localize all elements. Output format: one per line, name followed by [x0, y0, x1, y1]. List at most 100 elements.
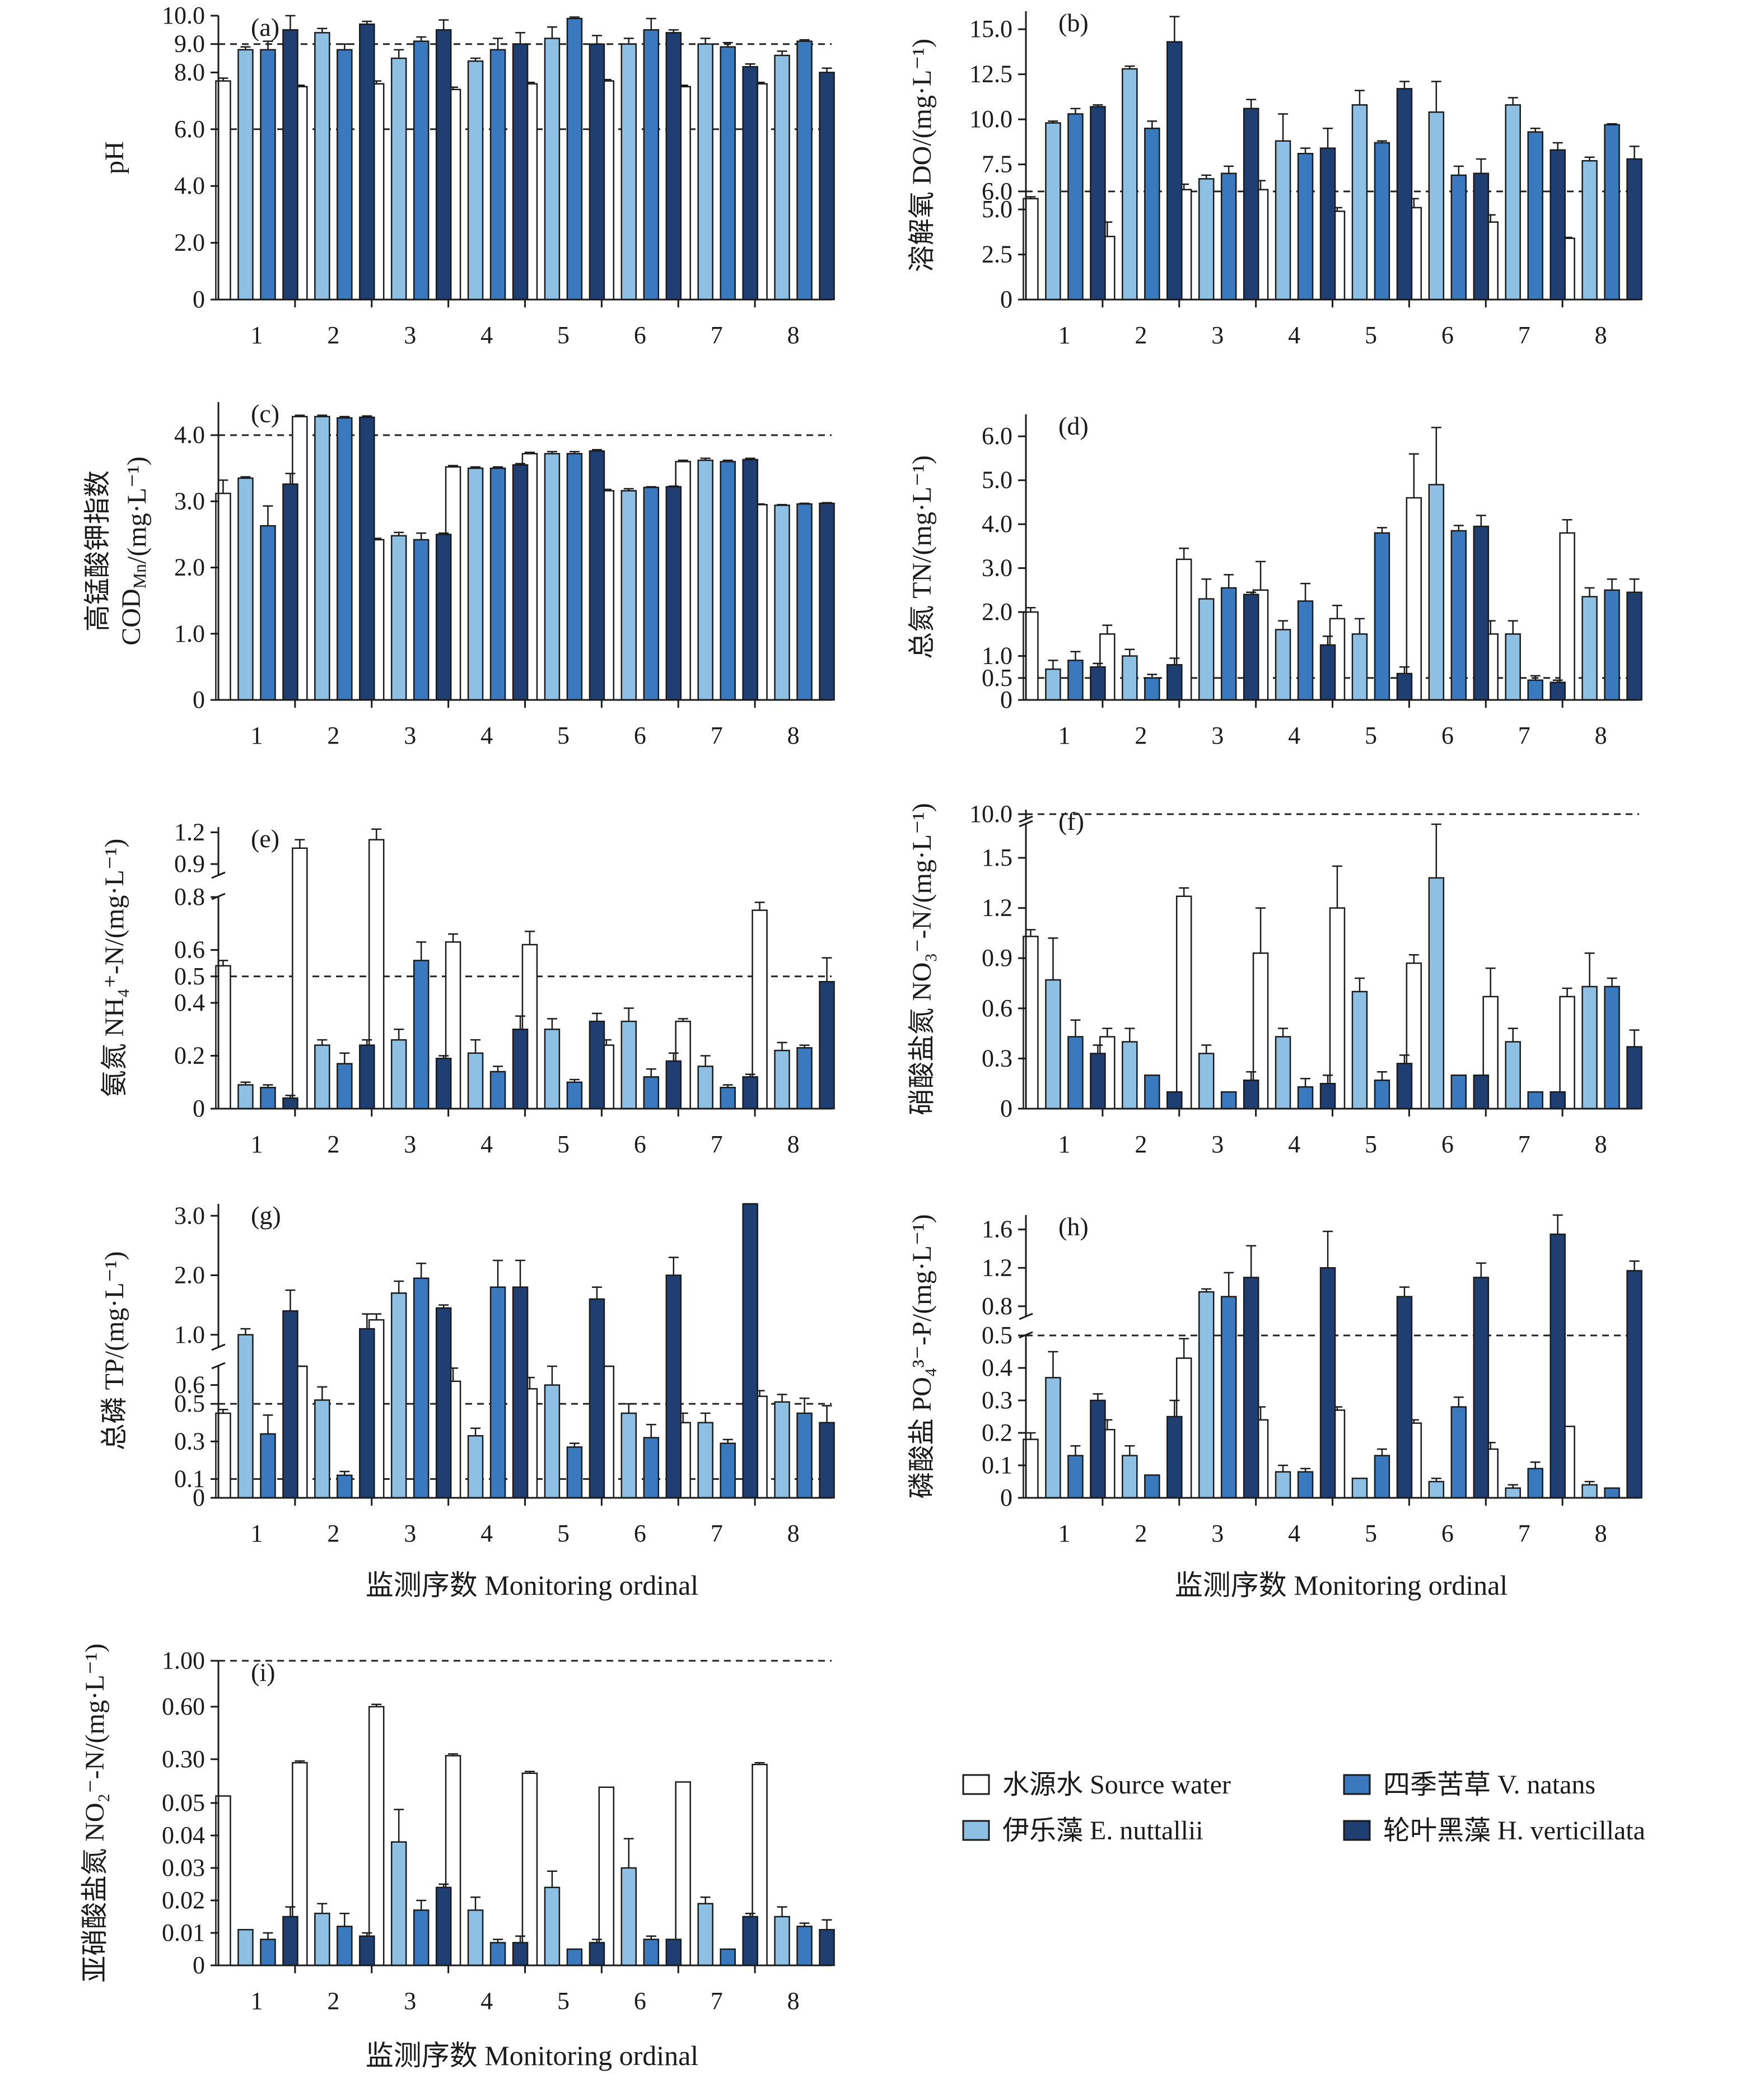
bar-b-hv-6 [1473, 172, 1490, 301]
y-tick-label-g-6: 2.0 [174, 1262, 205, 1289]
y-tick-label-d-7: 6.0 [982, 422, 1012, 450]
legend-item-vn: 四季苦草 V. natans [1343, 1770, 1595, 1800]
bar-c-hv-5 [589, 450, 605, 701]
x-tick-label-e-7: 7 [711, 1131, 723, 1158]
panel-label-h: (h) [1058, 1212, 1089, 1241]
y-tick-label-a-3: 6.0 [174, 115, 205, 143]
bar-g-hv-6 [665, 1274, 682, 1499]
x-tick-label-f-4: 4 [1288, 1131, 1300, 1158]
legend-label-hv: 轮叶黑藻 H. verticillata [1383, 1816, 1645, 1846]
bar-a-en-6 [620, 43, 637, 301]
y-tick-label-e-5: 0.8 [174, 883, 205, 910]
bar-f-source-5 [1329, 907, 1346, 1110]
bar-g-vn-3 [413, 1277, 430, 1499]
bar-d-en-7 [1505, 633, 1521, 701]
x-tick-label-b-8: 8 [1595, 321, 1607, 349]
x-tick-label-c-1: 1 [250, 722, 263, 749]
bar-b-vn-7 [1527, 131, 1543, 301]
bar-g-vn-7 [720, 1442, 736, 1499]
y-tick-label-d-0: 0 [1000, 686, 1012, 713]
bar-h-vn-2 [1144, 1474, 1160, 1499]
y-tick-label-c-1: 1.0 [174, 620, 205, 647]
bar-e-hv-2 [359, 1044, 375, 1110]
bar-i-source-3 [368, 1706, 385, 1966]
bar-c-en-1 [237, 477, 254, 701]
y-axis-title-h: 磷酸盐 PO₄³⁻-P/(mg·L⁻¹) [907, 1214, 937, 1498]
bar-h-hv-2 [1166, 1416, 1183, 1499]
legend-label-en: 伊乐藻 E. nuttallii [1002, 1816, 1203, 1846]
bar-d-en-4 [1275, 629, 1291, 701]
y-tick-label-b-6: 12.5 [969, 60, 1012, 88]
x-tick-label-g-8: 8 [787, 1520, 800, 1547]
bar-b-hv-2 [1166, 41, 1183, 301]
x-tick-label-i-3: 3 [404, 1987, 416, 2015]
bar-c-en-3 [390, 535, 407, 701]
y-tick-label-h-4: 0.4 [982, 1354, 1012, 1381]
x-tick-label-a-8: 8 [787, 321, 800, 349]
bar-g-hv-5 [589, 1298, 605, 1499]
bar-i-source-7 [675, 1781, 691, 1966]
x-tick-label-d-8: 8 [1595, 722, 1607, 749]
x-tick-label-g-4: 4 [480, 1520, 493, 1547]
bar-d-vn-5 [1374, 532, 1390, 701]
bar-h-vn-7 [1527, 1468, 1543, 1499]
y-axis-title-c-line2: CODMn/(mg·L⁻¹) [116, 456, 152, 645]
y-tick-label-e-0: 0 [193, 1095, 205, 1122]
bar-f-vn-7 [1527, 1091, 1543, 1110]
chart-panel-e: 0 0.2 0.40.50.6 0.8 0.9 1.2 1 2 3 4 5 6 7 8 (e) 氨氮 NH₄⁺… [100, 818, 835, 1158]
legend-label-source: 水源水 Source water [1002, 1770, 1231, 1800]
y-tick-label-f-2: 0.6 [982, 994, 1012, 1022]
x-tick-label-f-7: 7 [1518, 1131, 1530, 1158]
bar-i-hv-4 [512, 1942, 529, 1966]
x-tick-label-b-3: 3 [1211, 321, 1224, 349]
x-tick-label-g-6: 6 [634, 1520, 646, 1547]
bar-f-vn-5 [1374, 1079, 1390, 1110]
bar-b-vn-1 [1067, 113, 1084, 301]
y-tick-label-i-2: 0.02 [162, 1886, 205, 1914]
x-tick-label-i-2: 2 [327, 1987, 339, 2015]
bar-e-hv-1 [282, 1097, 298, 1110]
bar-f-en-3 [1198, 1053, 1215, 1110]
legend-item-source: 水源水 Source water [962, 1770, 1231, 1800]
bar-d-source-6 [1406, 497, 1422, 701]
bar-d-source-8 [1559, 532, 1575, 701]
bar-f-hv-1 [1090, 1053, 1106, 1110]
bar-c-en-2 [314, 415, 330, 701]
bar-a-hv-5 [589, 43, 605, 301]
bar-b-vn-4 [1297, 153, 1314, 301]
bar-b-hv-8 [1626, 158, 1642, 301]
bar-g-vn-1 [260, 1433, 276, 1499]
x-axis-title-g: 监测序数 Monitoring ordinal [366, 1569, 698, 1601]
x-tick-label-i-8: 8 [787, 1987, 800, 2015]
bar-h-en-4 [1275, 1471, 1291, 1499]
legend-label-vn: 四季苦草 V. natans [1383, 1770, 1595, 1800]
bar-c-hv-2 [359, 416, 375, 701]
panel-label-d: (d) [1058, 412, 1089, 440]
x-tick-label-a-2: 2 [327, 321, 339, 349]
bar-h-en-6 [1428, 1480, 1445, 1499]
bar-c-hv-4 [512, 464, 529, 701]
bar-a-vn-1 [260, 49, 276, 301]
bar-c-vn-2 [337, 417, 353, 701]
bar-i-hv-2 [359, 1935, 375, 1966]
x-axis-title-h: 监测序数 Monitoring ordinal [1175, 1569, 1508, 1601]
bar-g-hv-2 [359, 1328, 375, 1499]
x-tick-label-h-7: 7 [1518, 1520, 1530, 1547]
y-axis-title-b: 溶解氧 DO/(mg·L⁻¹) [907, 39, 937, 272]
bar-f-en-4 [1275, 1036, 1291, 1110]
y-tick-label-i-5: 0.05 [162, 1789, 205, 1816]
bar-h-en-7 [1505, 1487, 1521, 1499]
y-tick-label-b-4: 7.5 [982, 151, 1012, 178]
x-tick-label-i-1: 1 [250, 1987, 263, 2015]
bar-f-hv-3 [1243, 1079, 1259, 1110]
y-axis-title-e: 氨氮 NH₄⁺-N/(mg·L⁻¹) [100, 839, 129, 1097]
x-tick-label-a-1: 1 [250, 321, 263, 349]
bar-d-vn-8 [1604, 589, 1620, 701]
y-tick-label-h-6: 0.8 [982, 1292, 1012, 1320]
bar-c-vn-3 [413, 539, 430, 701]
bar-b-hv-1 [1090, 106, 1106, 301]
bar-a-en-8 [774, 54, 790, 301]
bar-e-vn-6 [643, 1076, 660, 1110]
bar-i-hv-5 [589, 1942, 605, 1966]
x-tick-label-a-5: 5 [557, 321, 570, 349]
